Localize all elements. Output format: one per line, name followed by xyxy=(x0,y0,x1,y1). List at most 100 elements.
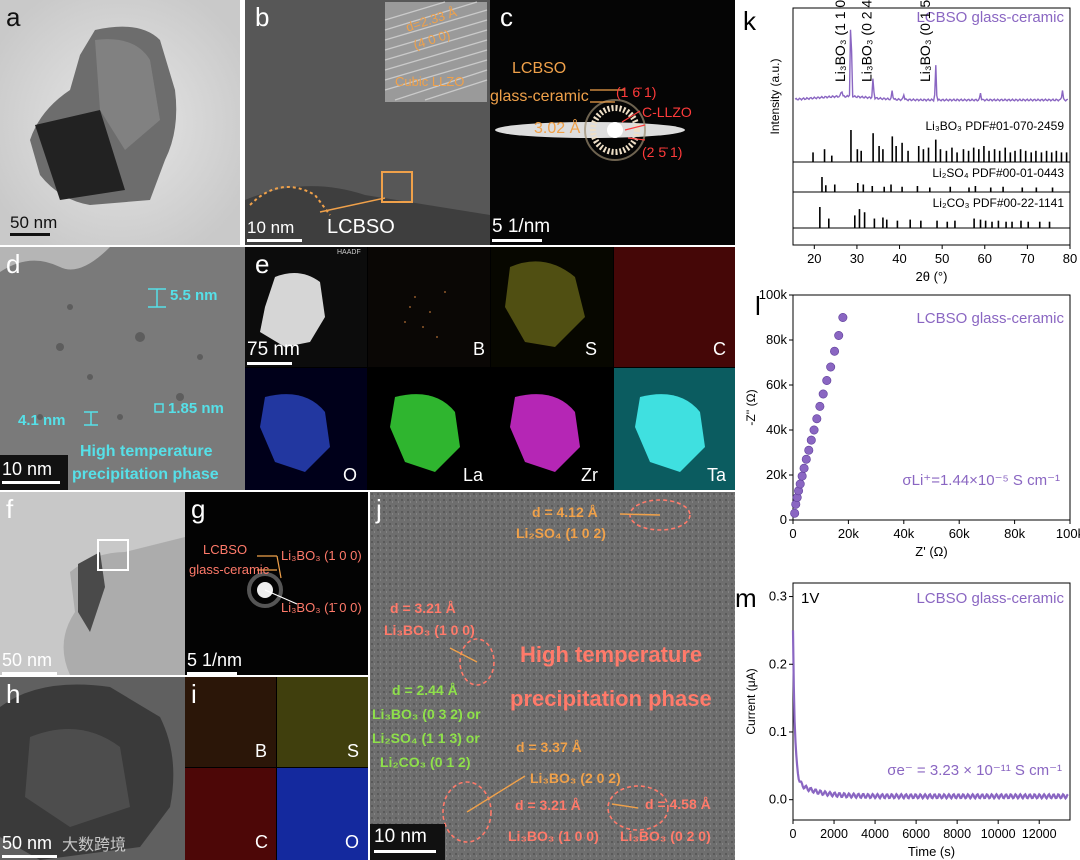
panel-d-size3: 1.85 nm xyxy=(168,400,224,417)
panel-b-scalebar: 10 nm xyxy=(247,218,302,242)
l-point-17 xyxy=(834,330,844,340)
panel-a-tem: a 50 nm xyxy=(0,0,240,245)
panel-b-inset-title: Cubic LLZO xyxy=(395,74,465,89)
eds-label-s: S xyxy=(585,339,598,359)
panel-i-image xyxy=(185,677,368,860)
panel-e-image xyxy=(245,247,735,490)
panel-a-label: a xyxy=(6,2,21,32)
k-ref-name-1: Li₂SO₄ PDF#00-01-0443 xyxy=(932,166,1064,180)
panel-c-scalebar: 5 1/nm xyxy=(492,216,551,242)
panel-d-scale-text: 10 nm xyxy=(2,459,53,479)
l-point-11 xyxy=(812,414,822,424)
panel-c-plane2: (2 5̄ 1) xyxy=(642,144,683,160)
chart-l-eis: l LCBSO glass-ceramic 0 20k 40k 60k 80k 100k 0 20… xyxy=(744,287,1080,559)
panel-d-phase2: precipitation phase xyxy=(72,466,219,483)
panel-c-image xyxy=(490,0,735,245)
l-point-13 xyxy=(818,389,828,399)
l-xtick-label-1: 20k xyxy=(838,526,859,541)
panel-d-image xyxy=(0,247,245,490)
panel-e-scale-text: 75 nm xyxy=(247,339,300,360)
panel-c-plane1: (1 6̄ 1) xyxy=(616,84,657,100)
m-xtick-label-3: 6000 xyxy=(902,827,930,841)
k-peak-label-1: Li₃BO₃ (0 2 4) xyxy=(858,0,874,82)
k-series-lcbso xyxy=(794,29,1069,103)
panel-b-region-label: LCBSO xyxy=(327,216,395,238)
panel-c-lcbso: LCBSO xyxy=(512,60,567,77)
panel-g-glass: glass-ceramic xyxy=(189,562,270,577)
l-point-9 xyxy=(806,435,816,445)
panel-d-size2: 4.1 nm xyxy=(18,412,66,429)
l-xtick-label-4: 80k xyxy=(1004,526,1025,541)
panel-g-p1: Li₃BO₃ (1 0 0) xyxy=(281,548,362,563)
l-point-16 xyxy=(830,346,840,356)
panel-j-a4b: Li₃BO₃ (2 0 2) xyxy=(530,770,621,786)
m-legend: LCBSO glass-ceramic xyxy=(916,590,1064,607)
l-xtick-label-2: 40k xyxy=(893,526,914,541)
k-xtick-label-1: 30 xyxy=(850,251,864,266)
panel-d-phase1: High temperature xyxy=(80,443,213,460)
l-ytick-label-2: 40k xyxy=(766,422,787,437)
l-point-14 xyxy=(822,376,832,386)
m-xtick-label-6: 12000 xyxy=(1022,827,1057,841)
k-frame xyxy=(792,7,1071,246)
eds-label-la: La xyxy=(463,465,484,485)
m-xtick-label-2: 4000 xyxy=(861,827,889,841)
panel-g-saed: g LCBSO glass-ceramic Li₃BO₃ (1 0 0) Li₃… xyxy=(185,492,368,675)
eds-label-o: O xyxy=(343,465,358,485)
panel-h-scale-text: 50 nm xyxy=(2,833,53,853)
panel-d-scalebar-bg xyxy=(0,455,68,490)
panel-j-hrtem: j d = 4.12 Å Li₂SO₄ (1 0 2) d = 3.21 Å L… xyxy=(370,492,735,860)
panel-j-scalebar-bg xyxy=(370,824,445,860)
panel-i-label: i xyxy=(191,679,197,709)
panel-e-haadf: HAADF xyxy=(337,249,361,256)
k-legend: LCBSO glass-ceramic xyxy=(916,9,1064,26)
panel-e-eds: e HAADF 75 nm B S C O La Zr Ta xyxy=(245,247,735,490)
panel-b-scale-text: 10 nm xyxy=(247,218,295,237)
k-xtick-label-2: 40 xyxy=(892,251,906,266)
l-xtick-label-3: 60k xyxy=(949,526,970,541)
panel-j-a1: d = 4.12 Å xyxy=(532,504,598,520)
panel-c-d: 3.02 Å xyxy=(534,120,581,137)
m-ylabel: Current (μA) xyxy=(744,668,758,734)
panel-h-tem: h 50 nm 大数跨境 xyxy=(0,677,185,860)
panel-e-scalebar: 75 nm xyxy=(247,339,300,365)
panel-d-size1: 5.5 nm xyxy=(170,287,218,304)
panel-h-scalebar: 50 nm xyxy=(2,833,57,858)
chart-m-dc-polarization: m 1V LCBSO glass-ceramic 0 2000 4000 6000 8000 1… xyxy=(735,582,1071,859)
eds-label-ta: Ta xyxy=(707,465,727,485)
l-point-0 xyxy=(790,508,800,518)
panel-g-scale-text: 5 1/nm xyxy=(187,650,243,670)
panel-j-a2b: Li₃BO₃ (1 0 0) xyxy=(384,622,475,638)
m-xtick-label-4: 8000 xyxy=(943,827,971,841)
panel-j-phase1: High temperature xyxy=(520,642,703,667)
l-point-8 xyxy=(804,445,814,455)
l-point-5 xyxy=(797,471,807,481)
panel-c-cllzo: C-LLZO xyxy=(642,104,692,120)
panel-g-image xyxy=(185,492,368,675)
eds-i-label-o: O xyxy=(345,832,360,852)
m-panel-label: m xyxy=(735,583,757,613)
panel-d-label: d xyxy=(6,249,21,279)
panel-h-image xyxy=(0,677,185,860)
l-point-15 xyxy=(826,362,836,372)
panel-j-label: j xyxy=(376,494,382,524)
m-voltage: 1V xyxy=(801,590,819,607)
l-annotation: σLi⁺=1.44×10⁻⁵ S cm⁻¹ xyxy=(902,472,1060,489)
panel-c-scale-text: 5 1/nm xyxy=(492,216,551,237)
panel-j-scale-text: 10 nm xyxy=(374,826,427,847)
panel-j-scalebar: 10 nm xyxy=(374,826,436,853)
l-point-12 xyxy=(815,401,825,411)
l-xtick-label-5: 100k xyxy=(1056,526,1080,541)
k-xlabel: 2θ (°) xyxy=(916,269,948,284)
m-xtick-label-5: 10000 xyxy=(981,827,1016,841)
panel-i-eds: i B S C O xyxy=(185,677,368,860)
panel-h-label: h xyxy=(6,679,21,709)
chart-k-xrd: k LCBSO glass-ceramic Li₃BO₃ (1 1 0) Li₃BO₃… xyxy=(743,0,1077,284)
m-xtick-label-1: 2000 xyxy=(820,827,848,841)
eds-label-b: B xyxy=(473,339,486,359)
k-xtick-label-6: 80 xyxy=(1063,251,1077,266)
panel-j-a5b: Li₃BO₃ (1 0 0) xyxy=(508,828,599,844)
k-xtick-label-0: 20 xyxy=(807,251,821,266)
panel-f-label: f xyxy=(6,494,14,524)
l-panel-label: l xyxy=(755,291,761,321)
